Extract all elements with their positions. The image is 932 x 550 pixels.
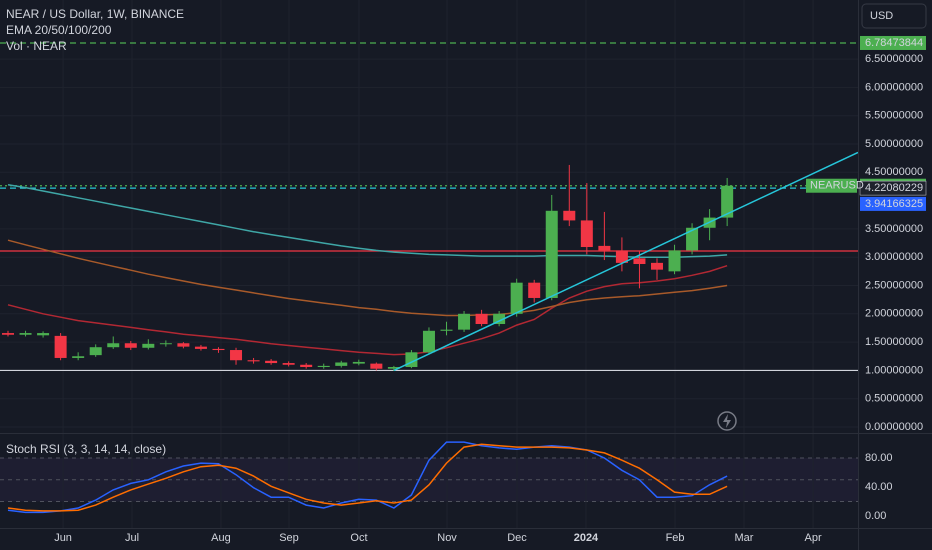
x-tick-label: Feb [666, 532, 685, 544]
y-tick-label: 40.00 [865, 481, 893, 493]
y-tick-label: 6.00000000 [865, 81, 923, 93]
series-line [7, 443, 728, 512]
candle-body [545, 210, 558, 298]
candle-body [721, 185, 734, 218]
x-tick-label: Jun [54, 532, 72, 544]
y-tick-label: 5.50000000 [865, 110, 923, 122]
plot [0, 42, 859, 514]
candle-body [230, 350, 243, 361]
y-tick-label: 4.50000000 [865, 166, 923, 178]
symbol-label: NEARUSD [810, 180, 864, 192]
candle-body [528, 282, 541, 298]
y-tick-label: 0.00 [865, 510, 886, 522]
price-label-box [859, 180, 927, 196]
y-tick-label: 0.50000000 [865, 393, 923, 405]
y-tick-label: 80.00 [865, 452, 893, 464]
x-tick-label: Aug [211, 532, 231, 544]
candle-body [650, 262, 663, 270]
currency-label[interactable]: USD [870, 10, 893, 22]
y-tick-label: 6.50000000 [865, 53, 923, 65]
series-line [7, 239, 728, 317]
price-label: 3.94166325 [865, 198, 923, 210]
candle-body [300, 364, 313, 368]
candle-body [686, 227, 699, 251]
x-tick-label: Dec [507, 532, 527, 544]
x-tick-label: Oct [350, 532, 367, 544]
candle-body [124, 343, 137, 348]
x-tick-label: Nov [437, 532, 457, 544]
x-tick-label: Mar [735, 532, 754, 544]
candle-body [159, 343, 172, 345]
candle-body [89, 347, 102, 356]
candle-body [440, 329, 453, 331]
candle-body [352, 361, 365, 364]
price-label: 6.78473844 [865, 37, 923, 49]
x-tick-label: Sep [279, 532, 299, 544]
x-tick-label: Jul [125, 532, 139, 544]
x-tick-label: 2024 [574, 532, 599, 544]
candle-body [335, 362, 348, 366]
candle-body [177, 343, 190, 347]
indicator-label: EMA 20/50/100/200 [6, 23, 112, 37]
candle-body [370, 363, 383, 369]
y-tick-label: 1.50000000 [865, 336, 923, 348]
candle-body [37, 333, 50, 336]
currency-button[interactable] [861, 3, 927, 29]
labels: 0.00000000 0.50000000 1.00000000 1.50000000… [54, 35, 927, 544]
candle-body [668, 250, 681, 272]
price-label-box [860, 196, 926, 211]
candle-body [107, 343, 120, 348]
candle-body [387, 367, 400, 369]
candle-body [493, 313, 506, 324]
candle-body [54, 335, 67, 358]
volume-label: Vol · NEAR [6, 39, 67, 53]
chart-title: NEAR / US Dollar, 1W, BINANCE [6, 7, 184, 21]
candle-body [580, 220, 593, 248]
symbol-label-box [806, 178, 857, 193]
candle-body [282, 363, 295, 365]
candle-body [615, 250, 628, 263]
candle-body [510, 282, 523, 314]
price-label-box [860, 35, 926, 50]
y-tick-label: 0.00000000 [865, 421, 923, 433]
news-icon[interactable] [717, 411, 737, 431]
news-icon-bolt [723, 414, 731, 428]
candle-body [194, 346, 207, 349]
candle-body [212, 348, 225, 351]
candle-body [317, 365, 330, 368]
oscillator-title: Stoch RSI (3, 3, 14, 14, close) [6, 442, 166, 456]
candle-body [458, 313, 471, 330]
candle-body [142, 343, 155, 348]
price-label: 4.22080229 [865, 182, 923, 194]
candle-body [247, 360, 260, 362]
candle-body [72, 356, 85, 358]
candle-body [475, 313, 488, 324]
x-tick-label: Apr [805, 532, 822, 544]
y-tick-label: 3.00000000 [865, 251, 923, 263]
candle-body [265, 360, 278, 364]
series-line [7, 264, 728, 356]
y-tick-label: 5.00000000 [865, 138, 923, 150]
candle-body [422, 330, 435, 353]
y-tick-label: 1.00000000 [865, 364, 923, 376]
trend-line [393, 151, 859, 372]
candle-body [563, 210, 576, 221]
y-tick-label: 2.00000000 [865, 308, 923, 320]
series-line [7, 441, 728, 514]
candle-body [1, 333, 14, 335]
y-tick-label: 3.50000000 [865, 223, 923, 235]
y-tick-label: 2.50000000 [865, 279, 923, 291]
candle-body [633, 258, 646, 264]
candle-body [19, 333, 32, 335]
candle-body [598, 245, 611, 251]
series-line [7, 184, 728, 258]
